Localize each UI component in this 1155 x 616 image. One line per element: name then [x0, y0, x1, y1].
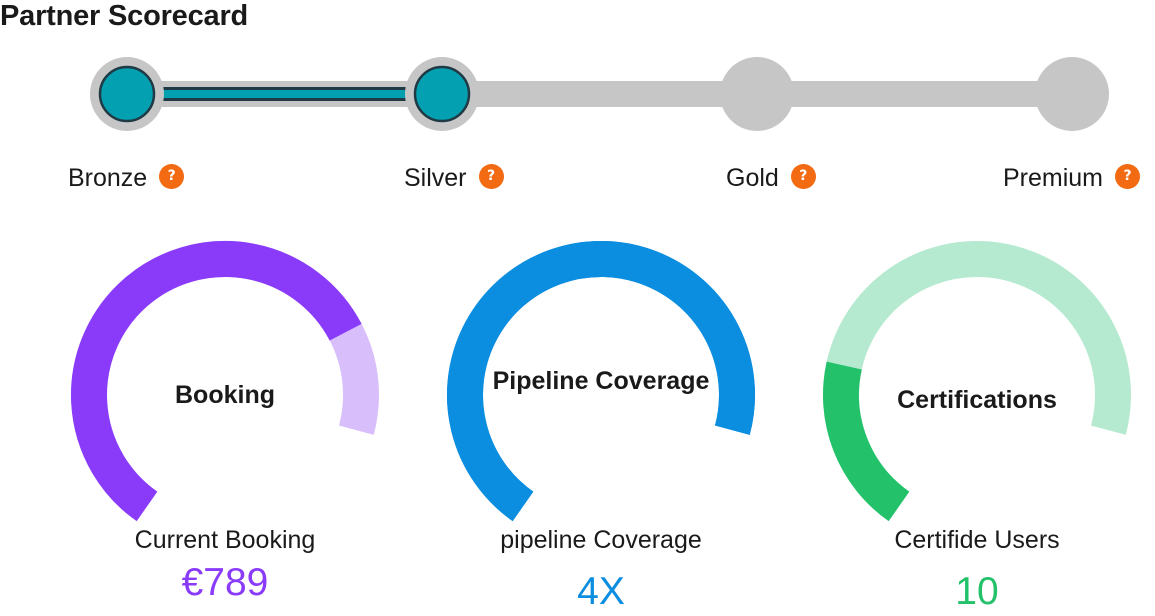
booking-gauge: Booking Current Booking €789: [45, 240, 405, 613]
gauge-title: Certifications: [897, 386, 1057, 414]
certifications-gauge: Certifications Certifide Users 10: [797, 240, 1155, 613]
help-icon[interactable]: ?: [1115, 163, 1141, 189]
tier-node-reached-marker: [413, 65, 471, 123]
gauge-fill: [823, 361, 910, 522]
tier-node-gold: [720, 57, 794, 131]
gauge-caption: pipeline Coverage: [500, 526, 702, 554]
help-icon[interactable]: ?: [790, 163, 816, 189]
tier-bronze: Bronze ?: [68, 160, 185, 196]
help-icon[interactable]: ?: [159, 163, 185, 189]
gauge-arc: [71, 241, 379, 522]
tier-node-reached-marker: [98, 65, 156, 123]
gauge-arc: [823, 241, 1131, 522]
gauge-title: Booking: [175, 381, 275, 409]
gauge-fill: [71, 241, 362, 522]
gauge-value: €789: [181, 561, 269, 604]
gauge-fill: [447, 241, 755, 522]
tier-label: Gold: [726, 163, 779, 192]
tier-gold: Gold ?: [726, 160, 816, 196]
tier-silver: Silver ?: [404, 160, 504, 196]
gauge-caption: Certifide Users: [894, 526, 1060, 554]
tier-label: Premium: [1003, 163, 1104, 192]
pipeline-coverage-gauge: Pipeline Coverage pipeline Coverage 4X: [421, 240, 781, 613]
help-icon[interactable]: ?: [478, 163, 504, 189]
tier-label: Bronze: [68, 163, 148, 192]
tier-node-premium: [1035, 57, 1109, 131]
gauge-arc: [447, 241, 755, 522]
tier-premium: Premium ?: [1003, 160, 1141, 196]
tier-progress-track: [90, 57, 1109, 131]
gauge-title: Pipeline Coverage: [492, 367, 710, 395]
tier-label: Silver: [404, 163, 467, 192]
page-title: Partner Scorecard: [0, 0, 249, 32]
gauge-value: 10: [955, 570, 999, 613]
gauge-value: 4X: [577, 570, 625, 613]
gauge-caption: Current Booking: [134, 526, 316, 554]
